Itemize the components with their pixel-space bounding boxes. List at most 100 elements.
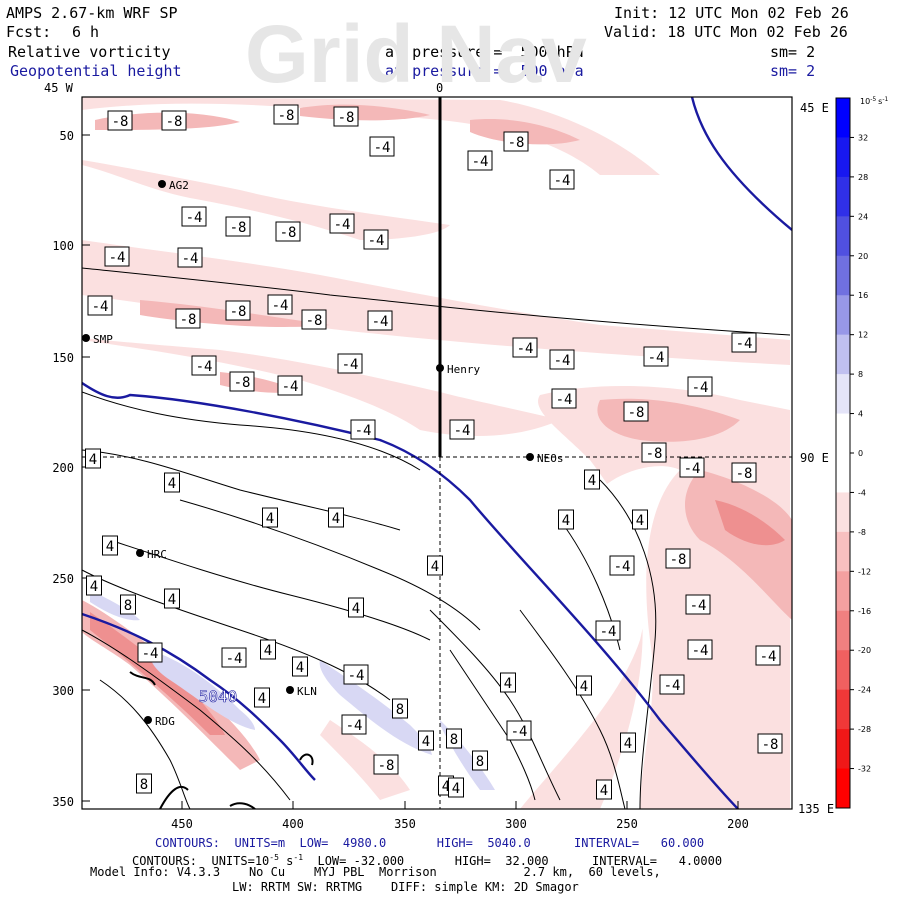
contour-label: 4 bbox=[636, 513, 644, 529]
y-tick-label: 300 bbox=[52, 684, 74, 698]
lon-label-right-bottom: 135 E bbox=[798, 802, 834, 816]
contour-label: 4 bbox=[332, 511, 340, 527]
contour-label: -4 bbox=[648, 350, 665, 366]
station-marker bbox=[158, 180, 166, 188]
contour-label: -8 bbox=[338, 110, 355, 126]
stations: AG2 SMP Henry NEOs HRC KLN RDG bbox=[82, 179, 564, 728]
contour-label: -4 bbox=[374, 140, 391, 156]
contour-label: -4 bbox=[355, 423, 372, 439]
colorbar-swatch bbox=[836, 729, 850, 770]
contour-label-box bbox=[275, 221, 301, 242]
contour-label-box bbox=[549, 169, 575, 190]
contour-label-box bbox=[576, 675, 592, 696]
contour-label-box bbox=[350, 419, 376, 440]
colorbar-swatch bbox=[836, 374, 850, 415]
footer-height-contours: CONTOURS: UNITS=m LOW= 4980.0 HIGH= 5040… bbox=[155, 836, 705, 850]
contour-label-box bbox=[448, 777, 464, 798]
contour-label-box bbox=[225, 216, 251, 237]
x-tick-label: 200 bbox=[727, 817, 749, 831]
contour-label-box bbox=[191, 355, 217, 376]
contour-label: -4 bbox=[554, 353, 571, 369]
contour-label-box bbox=[503, 131, 529, 152]
colorbar-swatch bbox=[836, 255, 850, 296]
contour-label: 8 bbox=[140, 777, 148, 793]
contour-label-box bbox=[609, 555, 635, 576]
contour-label-box bbox=[643, 346, 669, 367]
contour-label: -8 bbox=[230, 220, 247, 236]
colorbar-swatch bbox=[836, 295, 850, 336]
contour-label-box bbox=[104, 246, 130, 267]
contour-label: -4 bbox=[692, 380, 709, 396]
contour-label-box bbox=[164, 472, 180, 493]
contour-label: -4 bbox=[109, 250, 126, 266]
height-contour-label: 5040 bbox=[199, 687, 238, 706]
contour-label: -8 bbox=[112, 114, 129, 130]
x-tick-label: 350 bbox=[394, 817, 416, 831]
contour-label: 8 bbox=[476, 754, 484, 770]
contour-label-box bbox=[85, 448, 101, 469]
contour-label: -4 bbox=[182, 251, 199, 267]
forecast-label: Fcst: bbox=[6, 23, 52, 41]
neg-band-upper bbox=[82, 160, 450, 240]
contour-label: 4 bbox=[106, 539, 114, 555]
contour-label: -4 bbox=[690, 598, 707, 614]
contour-label: 8 bbox=[124, 598, 132, 614]
colorbar-label: -32 bbox=[858, 765, 871, 774]
contour-label-box bbox=[500, 672, 516, 693]
contour-label-box bbox=[161, 110, 187, 131]
contour-label: -4 bbox=[368, 233, 385, 249]
station-marker bbox=[82, 334, 90, 342]
contour-label-box bbox=[107, 110, 133, 131]
station-label: HRC bbox=[147, 548, 167, 561]
contour-label-box bbox=[292, 656, 308, 677]
contour-label: 4 bbox=[442, 779, 450, 795]
contour-label-box bbox=[136, 773, 152, 794]
x-axis: 450 400 350 300 250 200 bbox=[171, 801, 749, 831]
contour-label-box bbox=[512, 337, 538, 358]
field-geopotential: Geopotential height bbox=[10, 62, 182, 80]
contour-label-box bbox=[641, 442, 667, 463]
contour-label-box bbox=[277, 375, 303, 396]
height-contour-4980 bbox=[82, 612, 316, 781]
contour-label: -8 bbox=[166, 114, 183, 130]
contour-label: -8 bbox=[234, 375, 251, 391]
contour-label: -4 bbox=[226, 651, 243, 667]
coastline bbox=[129, 671, 314, 809]
colorbar-swatch bbox=[836, 413, 850, 454]
colorbar-label: -12 bbox=[858, 567, 871, 576]
colorbar-label: -24 bbox=[858, 686, 871, 695]
station-marker bbox=[286, 686, 294, 694]
contour-label-box bbox=[260, 639, 276, 660]
contour-label: -8 bbox=[508, 135, 525, 151]
colorbar-label: -8 bbox=[858, 528, 866, 537]
contour-label-box bbox=[467, 150, 493, 171]
colorbar-swatch bbox=[836, 492, 850, 533]
contour-label-box bbox=[333, 106, 359, 127]
contour-label-box bbox=[137, 642, 163, 663]
colorbar-swatch bbox=[836, 571, 850, 612]
contour-line bbox=[599, 479, 657, 809]
contour-label: 4 bbox=[266, 511, 274, 527]
colorbar-swatch bbox=[836, 334, 850, 375]
contour-label-box bbox=[262, 507, 278, 528]
contour-line bbox=[82, 449, 401, 531]
contour-label-box bbox=[427, 555, 443, 576]
contour-label: -4 bbox=[186, 210, 203, 226]
contour-label: -4 bbox=[348, 668, 365, 684]
watermark: Grid Nav bbox=[245, 9, 587, 100]
x-tick-label: 400 bbox=[282, 817, 304, 831]
y-tick-label: 200 bbox=[52, 461, 74, 475]
contour-label-box bbox=[87, 295, 113, 316]
neg-region-east-dark2 bbox=[685, 470, 792, 620]
contour-label: -8 bbox=[736, 466, 753, 482]
contour-label: 4 bbox=[89, 452, 97, 468]
colorbar-swatch bbox=[836, 453, 850, 493]
contour-label: -4 bbox=[346, 718, 363, 734]
contour-label: -4 bbox=[600, 624, 617, 640]
contour-labels: -8 -8 -8 -8 -4 -4 -8 -4 -4 -8 -8 -4 -4 -4 -4 -4 -8 -8 -4 -8… bbox=[85, 104, 783, 800]
footer-physics: LW: RRTM SW: RRTMG DIFF: simple KM: 2D S… bbox=[232, 880, 579, 894]
contour-label-box bbox=[446, 728, 462, 749]
contour-label-box bbox=[267, 294, 293, 315]
contour-line bbox=[82, 629, 291, 801]
